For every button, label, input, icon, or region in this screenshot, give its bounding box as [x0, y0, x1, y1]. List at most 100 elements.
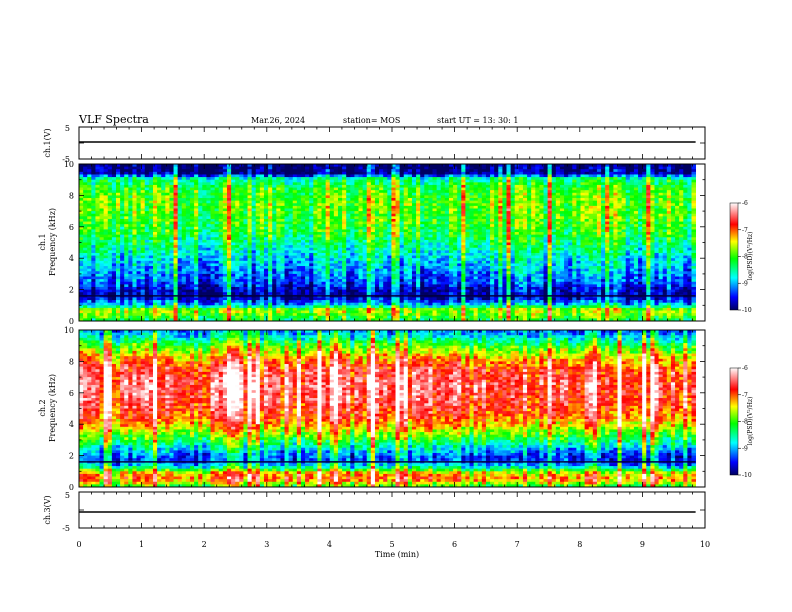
spectrogram-cell — [136, 281, 142, 285]
spectrogram-cell — [194, 224, 199, 228]
spectrogram-cell — [284, 260, 290, 264]
spectrogram-cell — [407, 218, 413, 222]
spectrogram-cell — [366, 200, 372, 204]
spectrogram-cell — [403, 242, 409, 246]
spectrogram-cell — [185, 211, 191, 215]
spectrogram-cell — [235, 279, 240, 283]
spectrogram-cell — [305, 192, 310, 196]
spectrogram-cell — [288, 205, 294, 209]
spectrogram-cell — [342, 273, 347, 277]
spectrogram-cell — [313, 271, 318, 275]
spectrogram-cell — [194, 190, 199, 194]
spectrogram-cell — [99, 279, 105, 283]
spectrogram-cell — [222, 213, 228, 217]
spectrogram-cell — [235, 258, 240, 262]
spectrogram-cell — [185, 224, 191, 228]
spectrogram-cell — [181, 211, 187, 215]
spectrogram-cell — [177, 245, 183, 249]
spectrogram-cell — [161, 242, 166, 246]
spectrogram-cell — [198, 286, 203, 290]
spectrogram-cell — [383, 247, 388, 251]
spectrogram-cell — [210, 164, 216, 168]
spectrogram-cell — [239, 218, 244, 222]
spectrogram-cell — [259, 179, 265, 183]
spectrogram-cell — [103, 184, 109, 188]
spectrogram-cell — [395, 268, 401, 272]
spectrogram-cell — [120, 276, 125, 280]
spectrogram-cell — [366, 284, 372, 288]
spectrogram-cell — [173, 289, 179, 293]
spectrogram-cell — [337, 242, 343, 246]
spectrogram-cell — [358, 279, 364, 283]
spectrogram-cell — [226, 307, 232, 311]
spectrogram-cell — [391, 252, 396, 256]
spectrogram-cell — [120, 221, 125, 225]
spectrogram-cell — [317, 237, 322, 241]
spectrogram-cell — [354, 313, 359, 317]
spectrogram-cell — [231, 187, 236, 191]
spectrogram-cell — [333, 205, 339, 209]
spectrogram-cell — [79, 245, 84, 249]
spectrogram-cell — [370, 271, 376, 275]
spectrogram-cell — [152, 305, 158, 309]
spectrogram-cell — [79, 292, 84, 296]
spectrogram-cell — [346, 292, 351, 296]
spectrogram-cell — [140, 177, 146, 181]
spectrogram-cell — [206, 297, 211, 301]
spectrogram-cell — [251, 226, 257, 230]
spectrogram-cell — [296, 255, 302, 259]
spectrogram-cell — [358, 211, 364, 215]
spectrogram-cell — [173, 195, 179, 199]
spectrogram-cell — [407, 169, 413, 173]
spectrogram-cell — [202, 276, 207, 280]
spectrogram-cell — [329, 292, 335, 296]
spectrogram-cell — [136, 182, 142, 186]
spectrogram-cell — [79, 169, 84, 173]
spectrogram-cell — [379, 313, 384, 317]
spectrogram-cell — [387, 260, 392, 264]
spectrogram-cell — [379, 310, 384, 314]
spectrogram-cell — [235, 239, 240, 243]
spectrogram-cell — [136, 190, 142, 194]
spectrogram-cell — [387, 213, 392, 217]
spectrogram-cell — [247, 184, 253, 188]
spectrogram-cell — [124, 174, 129, 178]
spectrogram-cell — [337, 284, 343, 288]
spectrogram-cell — [226, 242, 232, 246]
spectrogram-cell — [169, 200, 174, 204]
spectrogram-cell — [374, 266, 380, 270]
spectrogram-cell — [206, 279, 211, 283]
spectrogram-cell — [255, 213, 261, 217]
spectrogram-cell — [342, 237, 347, 241]
spectrogram-cell — [288, 203, 294, 207]
spectrogram-cell — [226, 221, 232, 225]
spectrogram-cell — [99, 242, 105, 246]
spectrogram-cell — [321, 305, 327, 309]
spectrogram-cell — [259, 184, 265, 188]
spectrogram-cell — [103, 260, 109, 264]
spectrogram-cell — [300, 302, 306, 306]
spectrogram-cell — [202, 184, 207, 188]
spectrogram-cell — [309, 286, 314, 290]
spectrogram-cell — [231, 203, 236, 207]
spectrogram-cell — [292, 224, 298, 228]
spectrogram-cell — [128, 307, 133, 311]
spectrogram-cell — [337, 184, 343, 188]
spectrogram-cell — [214, 266, 220, 270]
spectrogram-cell — [247, 310, 253, 314]
spectrogram-cell — [198, 237, 203, 241]
spectrogram-cell — [321, 169, 327, 173]
spectrogram-cell — [395, 182, 401, 186]
spectrogram-cell — [140, 198, 146, 202]
spectrogram-cell — [362, 226, 368, 230]
spectrogram-cell — [321, 292, 327, 296]
spectrogram-cell — [218, 263, 224, 267]
spectrogram-cell — [399, 179, 405, 183]
spectrogram-cell — [383, 208, 388, 212]
spectrogram-cell — [231, 174, 236, 178]
spectrogram-cell — [214, 284, 220, 288]
spectrogram-cell — [407, 260, 413, 264]
spectrogram-cell — [305, 247, 310, 251]
spectrogram-cell — [144, 247, 150, 251]
spectrogram-cell — [99, 190, 105, 194]
